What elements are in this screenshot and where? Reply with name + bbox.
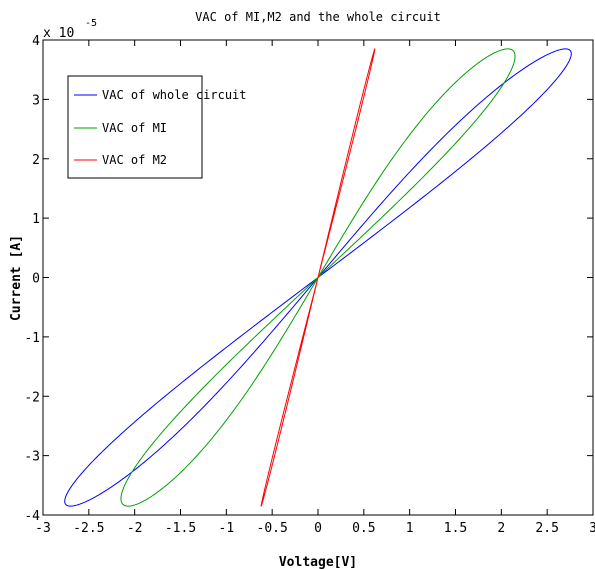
- legend-label-m2: VAC of M2: [102, 153, 167, 167]
- x-tick-label: -3: [35, 521, 51, 536]
- x-tick-label: 3: [589, 521, 595, 536]
- y-multiplier-base: x 10: [43, 26, 74, 41]
- legend: VAC of whole circuit VAC of MI VAC of M2: [67, 75, 247, 179]
- y-tick-label: 0: [32, 272, 40, 287]
- legend-label-whole-circuit: VAC of whole circuit: [102, 88, 247, 102]
- x-tick-label: -1: [219, 521, 235, 536]
- y-tick-label: -3: [24, 450, 40, 465]
- y-tick-label: 2: [32, 153, 40, 168]
- y-tick-label: -4: [24, 509, 40, 524]
- x-tick-label: -1.5: [165, 521, 196, 536]
- y-axis-label: Current [A]: [9, 235, 24, 321]
- series-line-m2: [260, 48, 376, 507]
- legend-label-m1: VAC of MI: [102, 121, 167, 135]
- x-tick-label: 2: [497, 521, 505, 536]
- x-tick-label: 0: [314, 521, 322, 536]
- x-tick-label: 1.5: [444, 521, 467, 536]
- ticks-layer: -3 -2.5 -2 -1.5 -1 -0.5 0 0.5 1 1.5 2 2.5 3-4-3-2-10…: [24, 34, 595, 536]
- y-tick-label: 3: [32, 93, 40, 108]
- y-multiplier-exponent: -5: [85, 18, 97, 29]
- y-tick-label: -1: [24, 331, 40, 346]
- chart-title: VAC of MI,M2 and the whole circuit: [195, 10, 441, 24]
- x-tick-label: 2.5: [535, 521, 558, 536]
- x-tick-label: 1: [406, 521, 414, 536]
- x-tick-label: 0.5: [352, 521, 375, 536]
- y-tick-label: -2: [24, 390, 40, 405]
- x-axis-label: Voltage[V]: [279, 555, 357, 569]
- x-tick-label: -2.5: [73, 521, 104, 536]
- x-tick-label: -2: [127, 521, 143, 536]
- y-tick-label: 4: [32, 34, 40, 49]
- x-tick-label: -0.5: [257, 521, 288, 536]
- series-layer: [64, 48, 572, 507]
- y-tick-label: 1: [32, 212, 40, 227]
- legend-box: [67, 75, 203, 179]
